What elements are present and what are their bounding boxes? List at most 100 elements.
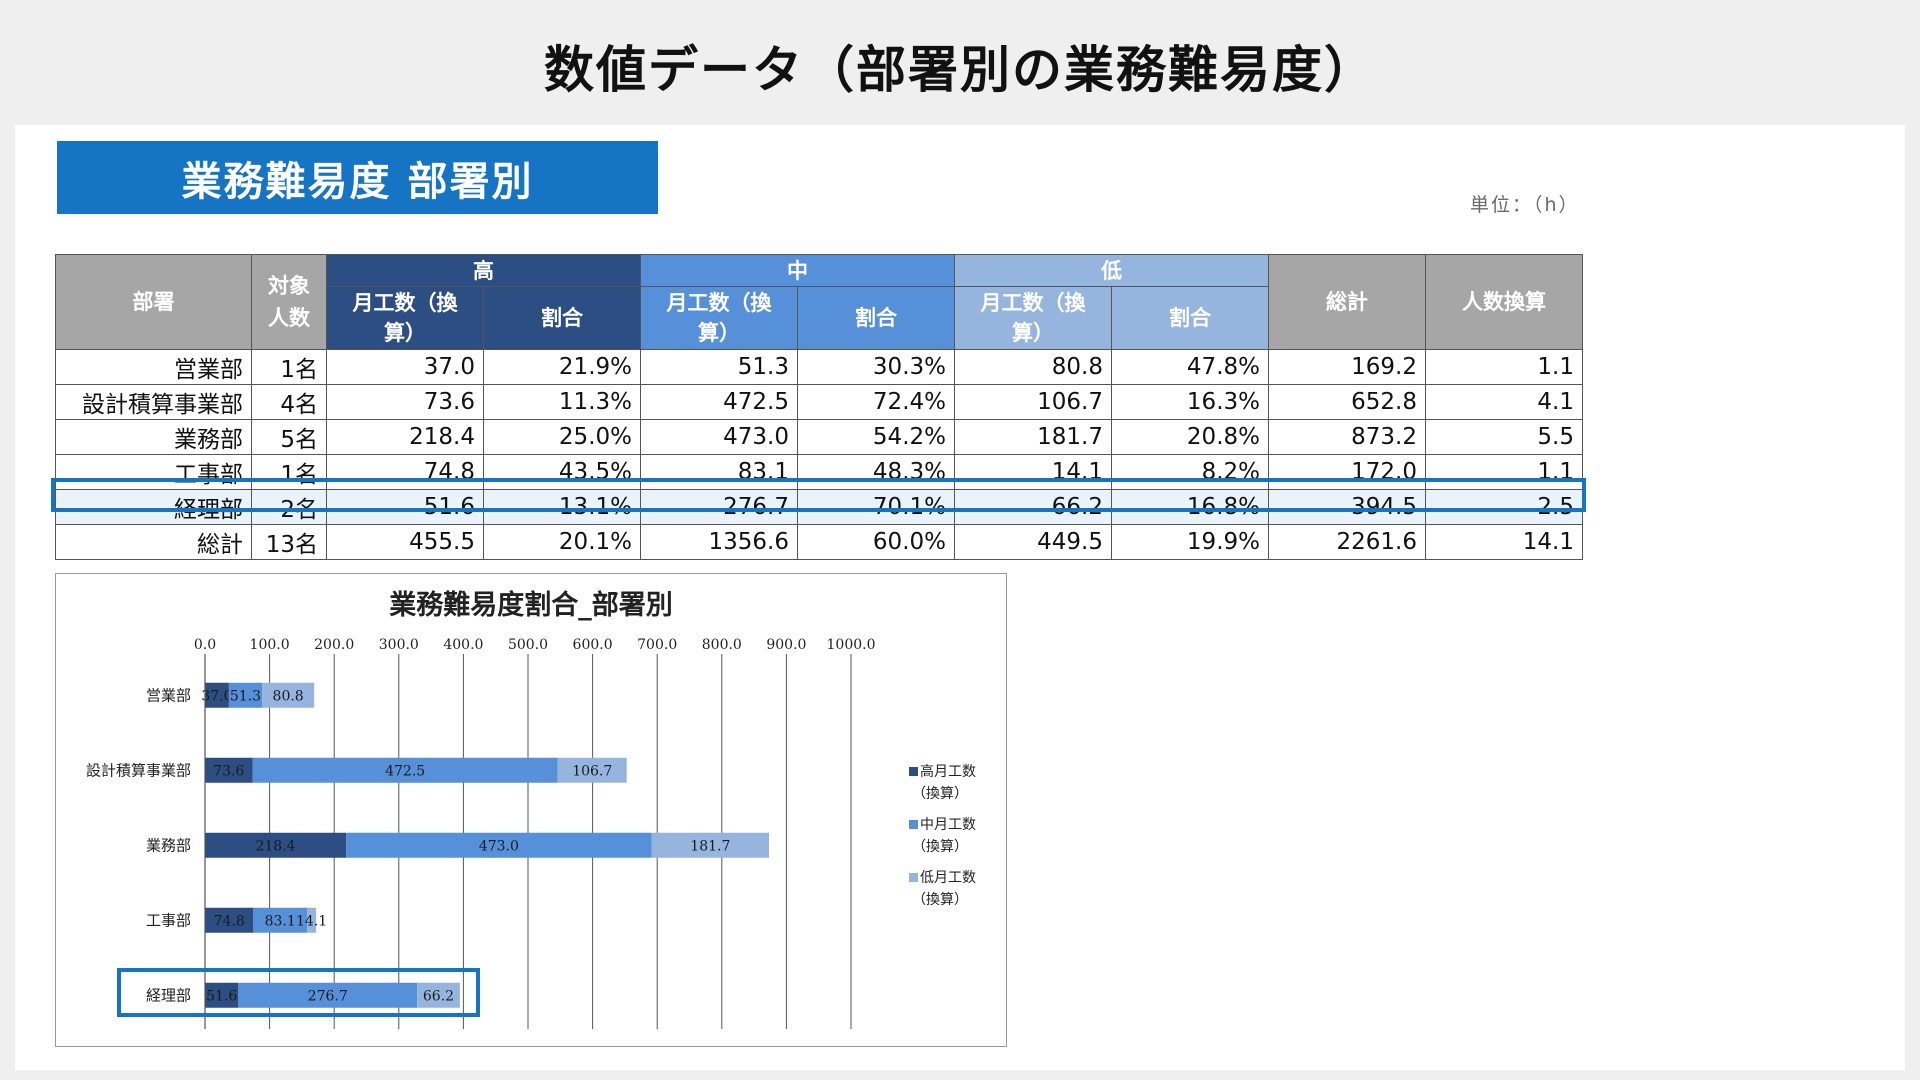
cell-low-r: 16.8% (1111, 489, 1269, 525)
data-label: 51.6 (206, 988, 237, 1004)
stacked-bar-chart: 業務難易度割合_部署別 0.0 100.0 200.0 300.0 400.0 500.0 6… (55, 573, 1007, 1047)
cell-low-h: 106.7 (954, 384, 1112, 420)
x-tick-label: 600.0 (573, 637, 613, 653)
header-total: 総計 (1268, 254, 1426, 350)
table-row: 設計積算事業部 4名 73.6 11.3% 472.5 72.4% 106.7 16.3% 65… (55, 384, 1583, 420)
x-tick-label: 500.0 (508, 637, 548, 653)
header-mid-ratio: 割合 (797, 286, 955, 350)
cell-low-r: 8.2% (1111, 454, 1269, 490)
cell-headcount: 1.1 (1425, 349, 1583, 385)
header-high-hours: 月工数（換算） (326, 286, 484, 350)
difficulty-table: 部署 対象人数 高 中 低 総計 人数換算 月工数（換算） 割合 月工数（換算）… (55, 254, 1583, 560)
cell-total: 172.0 (1268, 454, 1426, 490)
cell-headcount: 5.5 (1425, 419, 1583, 455)
cell-low-r: 20.8% (1111, 419, 1269, 455)
cell-high-r: 11.3% (483, 384, 641, 420)
y-category-label: 工事部 (146, 911, 191, 929)
data-label: 37.0 (201, 688, 232, 704)
cell-mid-h: 276.7 (640, 489, 798, 525)
cell-headcount: 2.5 (1425, 489, 1583, 525)
data-label: 276.7 (308, 988, 348, 1004)
cell-mid-h: 473.0 (640, 419, 798, 455)
legend-swatch (909, 873, 918, 882)
cell-mid-h: 472.5 (640, 384, 798, 420)
cell-dept: 営業部 (55, 349, 252, 385)
cell-dept: 工事部 (55, 454, 252, 490)
cell-high-r: 43.5% (483, 454, 641, 490)
x-tick-label: 700.0 (637, 637, 677, 653)
cell-low-h: 80.8 (954, 349, 1112, 385)
header-low-hours: 月工数（換算） (954, 286, 1112, 350)
header-high-ratio: 割合 (483, 286, 641, 350)
header-high: 高 (326, 254, 641, 287)
cell-people: 4名 (251, 384, 327, 420)
cell-low-r: 47.8% (1111, 349, 1269, 385)
cell-high-h: 74.8 (326, 454, 484, 490)
cell-total: 873.2 (1268, 419, 1426, 455)
cell-headcount: 4.1 (1425, 384, 1583, 420)
cell-headcount: 1.1 (1425, 454, 1583, 490)
bar-segment (417, 982, 460, 1008)
header-low: 低 (954, 254, 1269, 287)
table-row: 業務部 5名 218.4 25.0% 473.0 54.2% 181.7 20.8% 873.2… (55, 419, 1583, 455)
cell-dept: 業務部 (55, 419, 252, 455)
cell-people: 1名 (251, 349, 327, 385)
cell-low-r: 16.3% (1111, 384, 1269, 420)
cell-mid-r: 54.2% (797, 419, 955, 455)
cell-people: 13名 (251, 524, 327, 560)
legend-swatch (909, 767, 918, 776)
cell-low-h: 181.7 (954, 419, 1112, 455)
cell-high-r: 25.0% (483, 419, 641, 455)
legend-label-line2: （換算） (912, 892, 968, 908)
cell-mid-r: 48.3% (797, 454, 955, 490)
y-category-label: 設計積算事業部 (86, 761, 191, 779)
y-category-label: 業務部 (146, 836, 191, 854)
data-label: 181.7 (690, 838, 730, 854)
header-people: 対象人数 (251, 254, 327, 350)
bar-segment (238, 982, 418, 1008)
bar-segment (228, 682, 263, 708)
chart-title: 業務難易度割合_部署別 (389, 589, 673, 621)
cell-total: 652.8 (1268, 384, 1426, 420)
cell-mid-h: 1356.6 (640, 524, 798, 560)
cell-mid-r: 72.4% (797, 384, 955, 420)
cell-total: 169.2 (1268, 349, 1426, 385)
legend-label-line2: （換算） (912, 839, 968, 855)
table-row: 営業部 1名 37.0 21.9% 51.3 30.3% 80.8 47.8% 169.2 1.1 (55, 349, 1583, 385)
x-tick-label: 900.0 (766, 637, 806, 653)
header-mid-hours: 月工数（換算） (640, 286, 798, 350)
unit-label: 単位：（h） (1470, 194, 1580, 216)
cell-total: 2261.6 (1268, 524, 1426, 560)
bar-segment (253, 907, 308, 933)
cell-mid-r: 70.1% (797, 489, 955, 525)
data-label: 473.0 (479, 838, 519, 854)
cell-low-h: 14.1 (954, 454, 1112, 490)
legend-label-line2: （換算） (912, 786, 968, 802)
cell-high-h: 51.6 (326, 489, 484, 525)
x-tick-label: 800.0 (702, 637, 742, 653)
cell-low-h: 66.2 (954, 489, 1112, 525)
legend-label: 高月工数 (920, 763, 976, 780)
page-title: 数値データ（部署別の業務難易度） (544, 41, 1376, 99)
bar-segment (205, 757, 253, 783)
cell-people: 1名 (251, 454, 327, 490)
cell-people: 2名 (251, 489, 327, 525)
cell-low-h: 449.5 (954, 524, 1112, 560)
data-label: 106.7 (572, 763, 612, 779)
bar-segment (205, 832, 347, 858)
data-label: 73.6 (213, 763, 244, 779)
cell-high-r: 21.9% (483, 349, 641, 385)
bar-segment (205, 682, 229, 708)
legend-label: 低月工数 (920, 870, 976, 886)
cell-high-h: 37.0 (326, 349, 484, 385)
cell-high-r: 13.1% (483, 489, 641, 525)
x-tick-label: 300.0 (379, 637, 419, 653)
header-low-ratio: 割合 (1111, 286, 1269, 350)
data-label: 80.8 (273, 688, 304, 704)
cell-mid-r: 30.3% (797, 349, 955, 385)
cell-headcount: 14.1 (1425, 524, 1583, 560)
cell-mid-r: 60.0% (797, 524, 955, 560)
cell-mid-h: 51.3 (640, 349, 798, 385)
bar-segment (252, 757, 558, 783)
cell-people: 5名 (251, 419, 327, 455)
